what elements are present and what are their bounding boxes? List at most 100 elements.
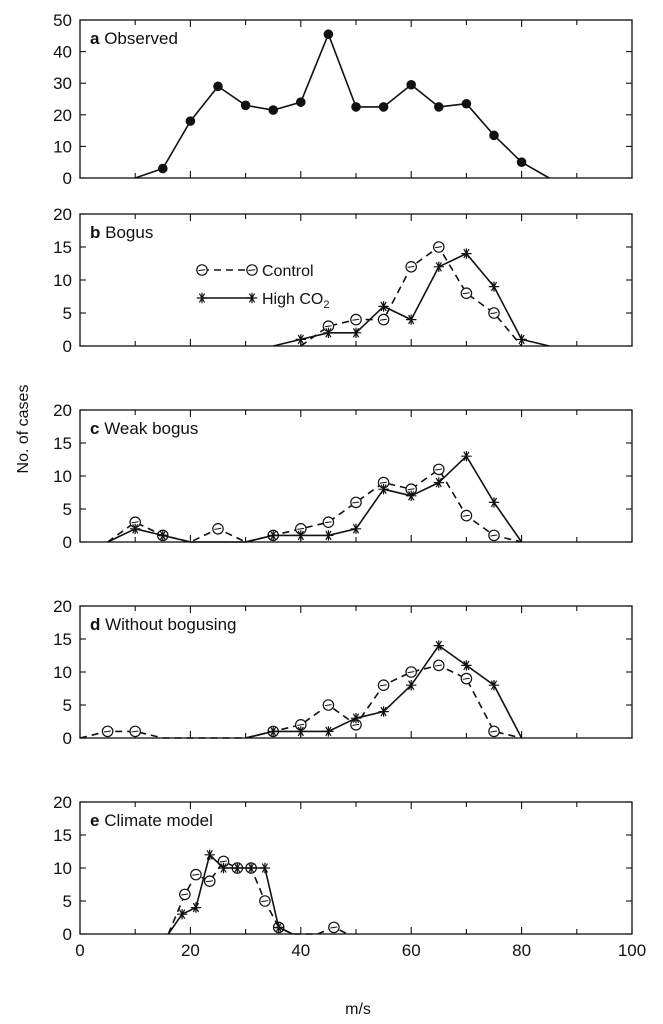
y-tick-label: 30 [53, 74, 72, 93]
series-control [300, 241, 523, 347]
x-tick-label: 80 [512, 941, 531, 960]
series-line [107, 455, 523, 543]
series-line [245, 644, 523, 739]
chart-panel-d: 0 5 10 15 20 d Without bogusing [53, 597, 633, 748]
panel-name: Without bogusing [100, 615, 236, 634]
y-tick-label: 50 [53, 11, 72, 30]
data-point-marker [246, 292, 258, 304]
data-point-marker [232, 862, 243, 874]
data-point-marker [350, 496, 362, 509]
y-tick-label: 10 [53, 663, 72, 682]
y-tick-label: 10 [53, 137, 72, 156]
data-point-marker [246, 264, 258, 276]
x-axis-label: m/s [345, 1001, 371, 1018]
chart-panel-e: 0 5 10 15 20 0 20 40 60 80 100 e Climate model [53, 793, 646, 960]
data-point-marker [213, 81, 223, 92]
data-point-marker [273, 922, 284, 933]
series-line [134, 33, 550, 179]
data-point-marker [432, 241, 445, 253]
data-point-marker [350, 327, 362, 338]
x-tick-label: 100 [618, 941, 646, 960]
y-tick-label: 0 [63, 533, 72, 552]
chart-panel-a: 0 10 20 30 40 50 a Observed [53, 11, 633, 188]
y-tick-label: 0 [63, 169, 72, 188]
data-point-marker [322, 516, 335, 528]
data-point-marker [322, 699, 335, 711]
legend-label: Control [262, 263, 314, 280]
y-tick-label: 15 [53, 826, 72, 845]
y-tick-label: 10 [53, 467, 72, 486]
chart-panel-b: 0 5 10 15 20 b Bogus [53, 205, 633, 356]
data-point-marker [185, 116, 196, 126]
y-tick-label: 0 [63, 729, 72, 748]
data-point-marker [179, 888, 191, 901]
data-point-marker [350, 523, 362, 534]
data-point-marker [405, 260, 417, 273]
panel-name: Observed [99, 29, 177, 48]
data-point-marker [212, 522, 224, 535]
panel-title: a Observed [90, 29, 178, 48]
data-point-marker [488, 529, 500, 542]
data-point-marker [157, 530, 168, 541]
y-tick-label: 0 [63, 925, 72, 944]
data-point-marker [323, 327, 334, 338]
panel-title: c Weak bogus [90, 419, 198, 438]
data-point-marker [488, 497, 500, 508]
data-point-marker [460, 509, 473, 522]
chart-panel-c: 0 5 10 15 20 c Weak bogus [53, 401, 633, 552]
y-tick-label: 10 [53, 271, 72, 290]
data-point-marker [323, 530, 334, 541]
data-point-marker [461, 660, 472, 671]
data-point-marker [433, 640, 444, 651]
data-point-marker [176, 909, 188, 920]
series-observed [134, 29, 550, 179]
data-point-marker [268, 530, 279, 541]
data-point-marker [218, 862, 229, 874]
data-point-marker [406, 314, 417, 325]
data-point-marker [489, 130, 499, 141]
data-point-marker [323, 726, 334, 737]
data-point-marker [240, 100, 251, 111]
panel-title: e Climate model [90, 811, 213, 830]
data-point-marker [406, 490, 417, 501]
data-point-marker [488, 680, 500, 691]
data-point-marker [516, 334, 527, 345]
panel-letter: b [90, 223, 100, 242]
data-point-marker [203, 875, 216, 887]
legend-entry: Control [196, 263, 314, 280]
data-point-marker [461, 451, 472, 462]
series-high-co- [107, 451, 523, 543]
data-point-marker [378, 301, 389, 312]
data-point-marker [378, 102, 389, 112]
panel-name: Climate model [99, 811, 212, 830]
data-point-marker [268, 105, 279, 115]
data-point-marker [432, 659, 445, 672]
data-point-marker [259, 895, 271, 907]
data-point-marker [460, 287, 473, 299]
panel-name: Bogus [100, 223, 153, 242]
data-point-marker [323, 29, 334, 40]
data-point-marker [460, 672, 473, 685]
y-tick-label: 5 [63, 892, 72, 911]
y-tick-label: 20 [53, 793, 72, 812]
x-tick-label: 40 [291, 941, 310, 960]
data-point-marker [259, 862, 271, 874]
data-point-marker [296, 97, 306, 107]
y-tick-label: 15 [53, 238, 72, 257]
y-tick-label: 5 [63, 696, 72, 715]
series-high-co- [273, 248, 550, 347]
y-tick-label: 5 [63, 500, 72, 519]
legend-entry: High CO2 [196, 291, 329, 311]
data-point-marker [377, 313, 390, 326]
legend: Control High CO2 [196, 263, 329, 311]
y-tick-label: 15 [53, 434, 72, 453]
data-point-marker [158, 163, 168, 174]
panel-title: d Without bogusing [90, 615, 236, 634]
series-line [107, 468, 522, 543]
data-point-marker [350, 313, 362, 326]
y-axis-label: No. of cases [15, 385, 32, 474]
series-high-co- [245, 640, 523, 739]
series-high-co- [167, 849, 293, 935]
